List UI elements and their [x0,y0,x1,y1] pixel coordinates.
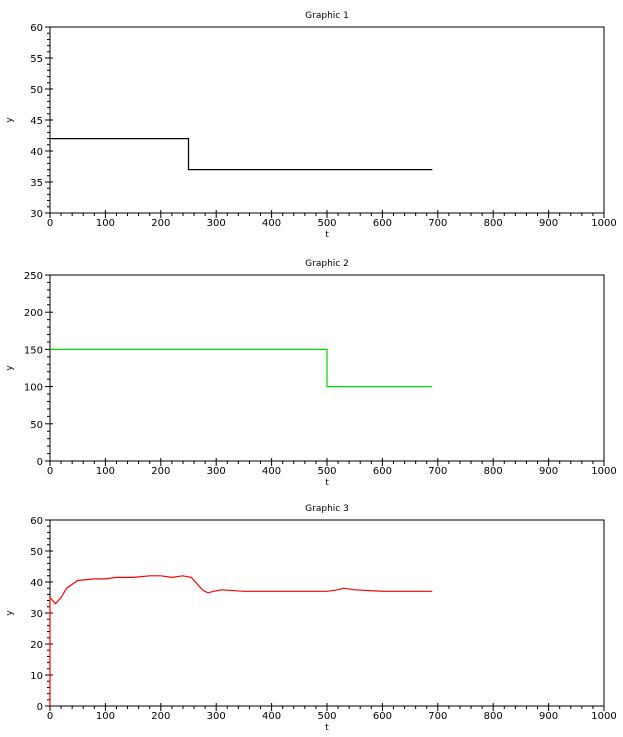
x-tick-label: 400 [262,711,281,722]
x-tick-label: 700 [428,218,447,229]
y-tick-label: 40 [30,578,43,589]
x-tick-label: 500 [317,466,336,477]
y-tick-label: 100 [24,383,43,394]
y-tick-label: 60 [30,23,43,34]
x-tick-label: 100 [96,218,115,229]
y-tick-label: 50 [30,420,43,431]
x-tick-label: 800 [484,711,503,722]
x-tick-label: 200 [151,711,170,722]
plot-panel-2: Graphic 20 100 200 300 400 500 600 700 800 900 100… [5,259,617,488]
y-tick-label: 45 [30,116,43,127]
series-line-1 [50,138,433,171]
x-tick-label: 1000 [591,711,616,722]
plot-panel-3: Graphic 30 100 200 300 400 500 600 700 800 900 100… [5,504,617,733]
y-axis-label: y [5,117,15,123]
y-tick-label: 30 [30,609,43,620]
y-tick-label: 55 [30,54,43,65]
x-tick-label: 0 [47,218,53,229]
y-tick-label: 35 [30,178,43,189]
x-tick-label: 0 [47,711,53,722]
x-tick-label: 600 [373,466,392,477]
y-tick-label: 0 [37,702,43,713]
x-tick-label: 1000 [591,218,616,229]
x-axis-label: t [325,723,329,733]
y-tick-label: 30 [30,209,43,220]
x-tick-label: 600 [373,711,392,722]
y-tick-label: 250 [24,271,43,282]
y-tick-label: 50 [30,85,43,96]
x-tick-label: 200 [151,218,170,229]
axes-frame [49,519,605,707]
series-line-1 [49,575,433,706]
x-tick-label: 300 [207,466,226,477]
x-tick-label: 900 [539,218,558,229]
y-tick-label: 50 [30,547,43,558]
x-tick-label: 0 [47,466,53,477]
x-tick-label: 1000 [591,466,616,477]
x-tick-label: 800 [484,466,503,477]
x-tick-label: 800 [484,218,503,229]
x-tick-label: 900 [539,466,558,477]
x-tick-label: 500 [317,711,336,722]
y-tick-label: 200 [24,308,43,319]
y-tick-label: 20 [30,640,43,651]
x-tick-label: 400 [262,466,281,477]
x-tick-label: 900 [539,711,558,722]
x-tick-label: 300 [207,218,226,229]
x-axis-label: t [325,230,329,240]
x-tick-label: 700 [428,466,447,477]
x-tick-label: 100 [96,711,115,722]
y-tick-label: 60 [30,516,43,527]
y-tick-label: 0 [37,457,43,468]
y-axis-label: y [5,610,15,616]
axes-frame [49,26,605,214]
y-axis-label: y [5,365,15,371]
y-tick-label: 150 [24,345,43,356]
x-tick-label: 500 [317,218,336,229]
chart-title: Graphic 3 [305,504,349,514]
chart-title: Graphic 1 [305,11,349,21]
series-line-1 [50,348,433,388]
y-tick-label: 10 [30,671,43,682]
plot-panel-1: Graphic 1 0 100 200 300 400 500 600 700 800 900 100… [5,11,617,240]
chart-title: Graphic 2 [305,259,349,269]
x-tick-label: 700 [428,711,447,722]
x-tick-label: 100 [96,466,115,477]
x-tick-label: 300 [207,711,226,722]
x-tick-label: 400 [262,218,281,229]
y-tick-label: 40 [30,147,43,158]
x-axis-label: t [325,478,329,488]
x-tick-label: 600 [373,218,392,229]
x-tick-label: 200 [151,466,170,477]
